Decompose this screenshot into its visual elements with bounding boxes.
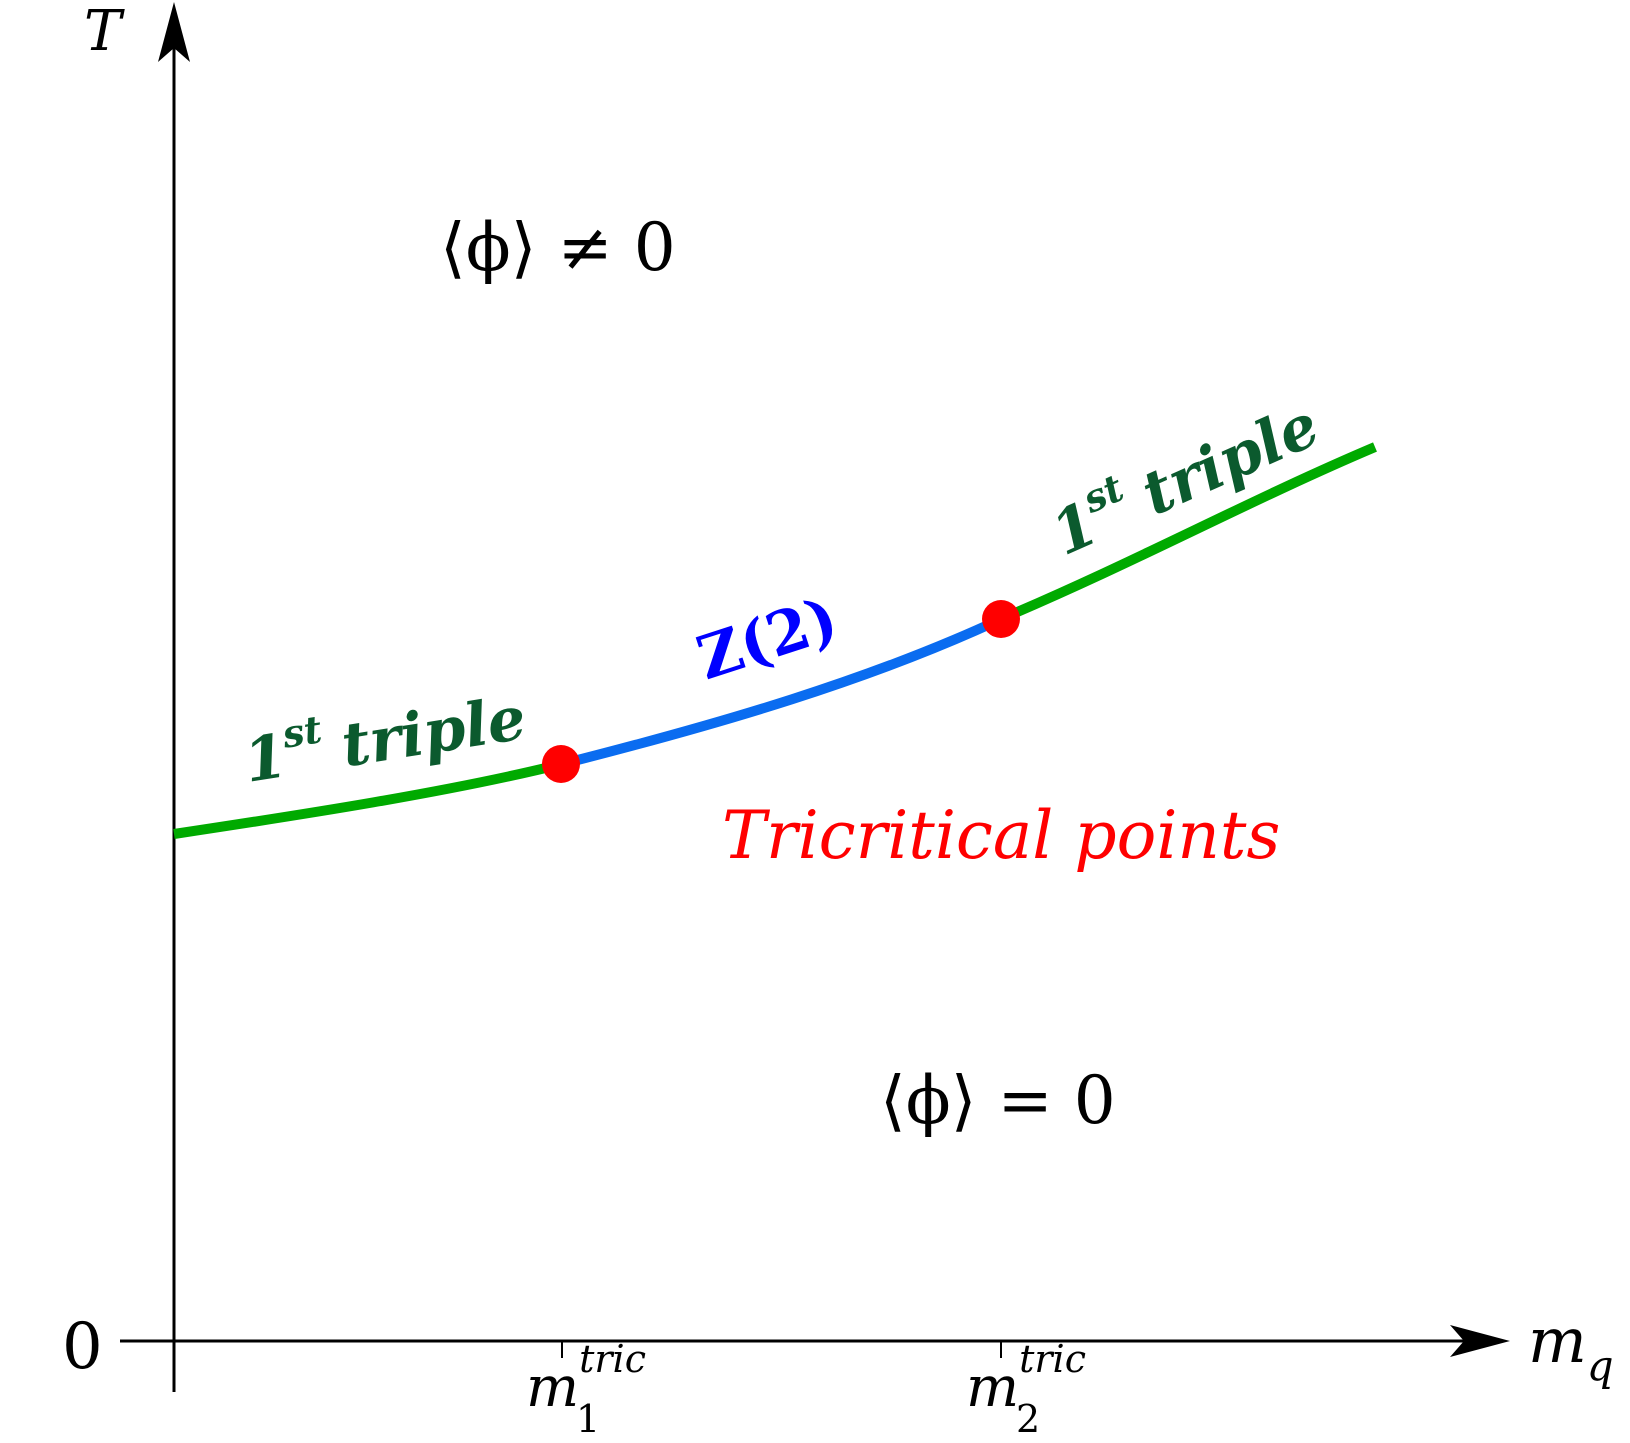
tick-label-1-subscript: 1 bbox=[576, 1397, 600, 1441]
x-axis-arrowhead bbox=[1450, 1325, 1510, 1357]
middle-segment-label: Z(2) bbox=[689, 584, 846, 695]
x-axis-label-sub: q bbox=[1587, 1341, 1614, 1390]
tricritical-point-2 bbox=[982, 600, 1020, 638]
tick-label-2-base: m bbox=[966, 1355, 1019, 1420]
tick-label-2: mtric bbox=[966, 1337, 1086, 1420]
tick-label-2-subscript: 2 bbox=[1016, 1397, 1040, 1441]
left-segment-text: triple bbox=[337, 683, 531, 781]
tick-label-1: mtric bbox=[526, 1337, 646, 1420]
svg-text:1sttriple: 1sttriple bbox=[1038, 382, 1329, 570]
tick-label-1-base: m bbox=[526, 1355, 579, 1420]
boundary-left-segment bbox=[173, 759, 564, 839]
tricritical-point-1 bbox=[542, 745, 580, 783]
x-axis-label-base: m bbox=[1528, 1304, 1587, 1377]
x-axis-label: mq bbox=[1528, 1304, 1614, 1390]
tricritical-points-label: Tricritical points bbox=[722, 797, 1280, 874]
svg-text:Z(2): Z(2) bbox=[689, 584, 846, 695]
region-upper-label: ⟨ϕ⟩ ≠ 0 bbox=[440, 209, 676, 286]
y-axis-arrowhead bbox=[158, 2, 190, 62]
region-lower-label: ⟨ϕ⟩ = 0 bbox=[880, 1062, 1116, 1139]
tick-label-2-sup: tric bbox=[1019, 1337, 1086, 1381]
y-axis-label: T bbox=[84, 0, 125, 64]
tick-label-1-sup: tric bbox=[579, 1337, 646, 1381]
origin-label: 0 bbox=[62, 1310, 103, 1384]
boundary-right-segment bbox=[999, 442, 1377, 624]
boundary-middle-segment bbox=[560, 614, 1004, 769]
left-segment-sup: st bbox=[278, 706, 325, 757]
right-segment-label: 1sttriple bbox=[1038, 382, 1330, 570]
